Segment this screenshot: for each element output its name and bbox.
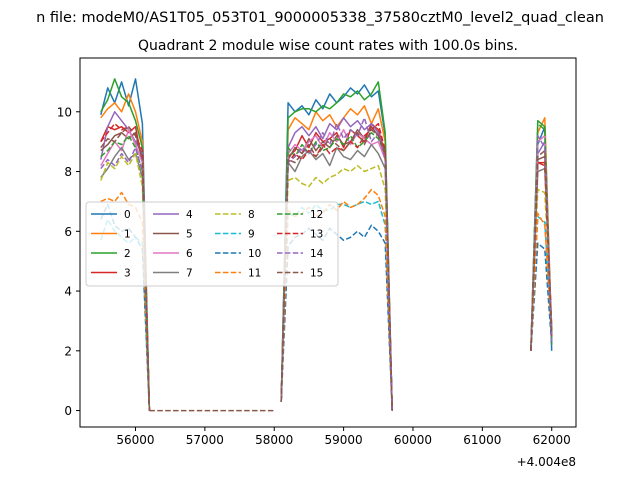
series-5-line-segment-0 [100, 131, 151, 411]
series-10-line-segment-2 [530, 242, 553, 351]
x-tick-label: 62000 [533, 433, 571, 447]
series-15-line-segment-0 [100, 125, 151, 411]
legend-label-9: 9 [248, 229, 255, 241]
y-tick-label: 0 [64, 404, 72, 418]
x-tick-label: 58000 [255, 433, 293, 447]
y-tick-label: 4 [64, 285, 72, 299]
legend-label-0: 0 [124, 209, 131, 221]
legend-label-7: 7 [186, 268, 193, 280]
y-axis-ticks: 0 2 4 6 8 10 [57, 105, 80, 418]
x-axis-ticks: 56000 57000 58000 59000 60000 61000 62000 [116, 427, 571, 447]
legend-label-12: 12 [310, 209, 323, 221]
x-tick-label: 57000 [186, 433, 224, 447]
x-tick-label: 59000 [325, 433, 363, 447]
series-8-line-segment-0 [100, 152, 151, 411]
axes-frame [79, 57, 577, 428]
legend-label-3: 3 [124, 268, 131, 280]
series-2-line-segment-0 [100, 78, 151, 411]
y-tick-label: 6 [64, 225, 72, 239]
series-15-line-segment-1 [280, 128, 393, 411]
series-4-line-segment-1 [280, 117, 393, 411]
series-6-line-segment-1 [280, 128, 393, 411]
y-tick-label: 8 [64, 165, 72, 179]
legend-label-8: 8 [248, 209, 255, 221]
series-11-line-segment-2 [530, 212, 553, 351]
series-7-line-segment-1 [280, 143, 393, 411]
series-12-line-segment-1 [280, 131, 393, 411]
x-axis-offset-label: +4.004e8 [517, 455, 576, 469]
legend-label-2: 2 [124, 248, 131, 260]
figure-suptitle: n file: modeM0/AS1T05_053T01_9000005338_… [36, 10, 604, 26]
legend-label-6: 6 [186, 248, 193, 260]
series-0-line-segment-0 [100, 78, 151, 411]
series-1-line-segment-1 [280, 105, 393, 411]
x-tick-label: 56000 [116, 433, 154, 447]
legend-label-4: 4 [186, 209, 193, 221]
series-4-line-segment-0 [100, 111, 151, 411]
legend-label-5: 5 [186, 229, 193, 241]
chart-title: Quadrant 2 module wise count rates with … [138, 38, 518, 54]
legend-label-1: 1 [124, 229, 131, 241]
series-1-line-segment-0 [100, 93, 151, 411]
legend-label-13: 13 [310, 229, 323, 241]
legend-label-14: 14 [310, 248, 324, 260]
series-14-line-segment-1 [280, 117, 393, 411]
series-15-line-segment-2 [530, 149, 553, 351]
y-tick-label: 10 [57, 105, 72, 119]
legend-label-10: 10 [248, 248, 261, 260]
x-tick-label: 60000 [394, 433, 432, 447]
legend-box [85, 201, 339, 287]
plot-lines [100, 78, 553, 412]
y-tick-label: 2 [64, 344, 72, 358]
series-2-line-segment-1 [280, 81, 393, 411]
x-tick-label: 61000 [463, 433, 501, 447]
series-7-line-segment-0 [100, 146, 151, 411]
series-13-line-segment-0 [100, 122, 151, 411]
series-14-line-segment-0 [100, 146, 151, 411]
legend-label-15: 15 [310, 268, 323, 280]
series-8-line-segment-1 [280, 164, 393, 411]
series-11-line-segment-0 [100, 191, 151, 411]
legend-label-11: 11 [248, 268, 261, 280]
